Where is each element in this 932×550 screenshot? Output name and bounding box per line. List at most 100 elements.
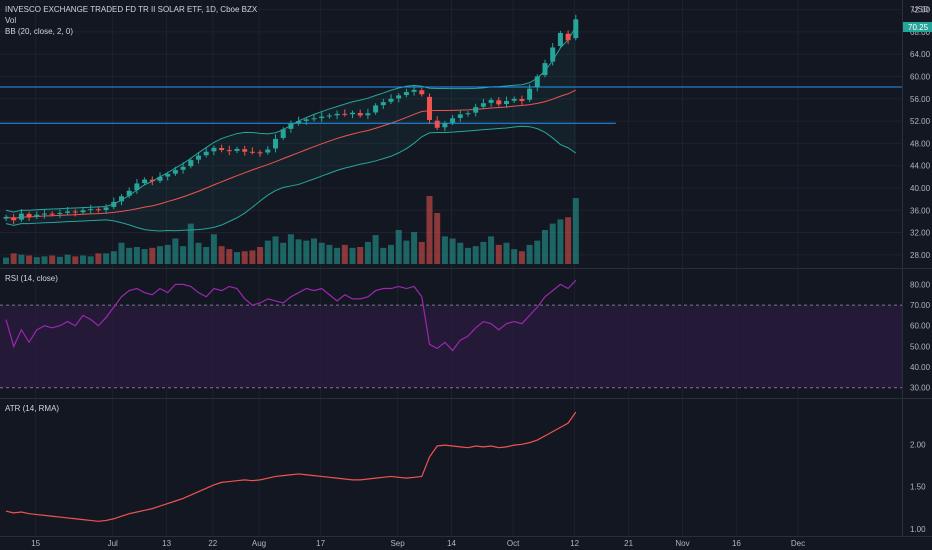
candle-body — [326, 115, 332, 117]
volume-bar — [33, 257, 40, 264]
volume-bar — [434, 213, 441, 264]
candle-body — [18, 213, 24, 220]
chart-title: INVESCO EXCHANGE TRADED FD TR II SOLAR E… — [5, 5, 258, 14]
candle-body — [26, 213, 32, 217]
volume-bar — [426, 196, 433, 264]
candle-body — [257, 152, 263, 154]
candle-body — [265, 149, 271, 153]
atr-axis[interactable]: 1.00 1.50 2.00 — [910, 440, 926, 534]
candle-body — [95, 209, 101, 211]
volume-bar — [249, 250, 256, 264]
volume-bar — [395, 230, 402, 264]
candle-body — [65, 211, 71, 213]
time-tick-label: 17 — [316, 539, 325, 548]
time-tick-label: 15 — [31, 539, 40, 548]
price-tick-label: 68.00 — [910, 28, 931, 37]
volume-bar — [311, 238, 317, 264]
time-tick-label: Sep — [390, 539, 405, 548]
volume-bar — [526, 244, 533, 264]
volume-bar — [441, 236, 448, 264]
candle-body — [211, 147, 217, 152]
volume-bar — [80, 255, 86, 264]
volume-bar — [465, 247, 471, 264]
time-tick-label: Aug — [252, 539, 266, 548]
candle-body — [519, 98, 525, 101]
candle-body — [280, 129, 286, 138]
candle-body — [249, 151, 255, 153]
candle-body — [450, 118, 456, 123]
time-tick-label: Dec — [791, 539, 805, 548]
volume-bar — [457, 242, 464, 264]
volume-bar — [287, 234, 294, 264]
volume-bar — [118, 242, 125, 264]
volume-bar — [518, 251, 525, 264]
candle-body — [296, 121, 302, 124]
volume-label: Vol — [5, 16, 16, 25]
rsi-line — [5, 279, 577, 352]
candle-body — [365, 113, 371, 116]
candle-body — [442, 123, 448, 128]
volume-bar — [372, 235, 379, 264]
volume-bar — [64, 254, 71, 264]
candle-body — [196, 155, 201, 160]
time-tick-label: 22 — [208, 539, 217, 548]
volume-bar — [195, 242, 202, 264]
rsi-tick-label: 50.00 — [910, 342, 931, 351]
volume-bar — [157, 246, 163, 264]
candle-body — [504, 100, 509, 105]
volume-bar — [49, 255, 56, 264]
candle-body — [373, 105, 379, 113]
volume-bar — [488, 236, 495, 264]
volume-bar — [126, 247, 133, 264]
price-tick-label: 36.00 — [910, 206, 931, 215]
candle-body — [303, 119, 309, 121]
candle-body — [334, 113, 340, 116]
price-axis[interactable]: 28.00 32.00 36.00 40.00 44.00 48.00 52.00 56.00… — [910, 6, 931, 260]
volume-bar — [203, 247, 210, 264]
candle-body — [103, 207, 109, 210]
rsi-tick-label: 80.00 — [910, 280, 931, 289]
volume-bar — [503, 242, 510, 264]
volume-bar — [218, 246, 225, 264]
time-tick-label: Oct — [507, 539, 520, 548]
candle-body — [42, 213, 47, 215]
price-tick-label: 28.00 — [910, 251, 931, 260]
rsi-tick-label: 30.00 — [910, 384, 931, 393]
candle-body — [157, 176, 163, 181]
volume-bar — [495, 244, 502, 264]
volume-bar — [380, 247, 387, 264]
candle-body — [311, 118, 317, 120]
volume-bar — [141, 249, 148, 264]
candle-body — [180, 166, 186, 170]
volume-bar — [257, 247, 264, 264]
rsi-label: RSI (14, close) — [5, 274, 58, 283]
candle-body — [226, 150, 232, 152]
volume-layer — [3, 196, 579, 264]
volume-bar — [341, 244, 348, 264]
time-axis[interactable]: 15 Jul 13 22 Aug 17 Sep 14 Oct 12 21 Nov 16 Dec — [31, 539, 805, 548]
candle-body — [527, 88, 533, 100]
volume-bar — [357, 247, 364, 264]
horizontal-lines-layer — [0, 86, 902, 124]
bb-lower-line — [5, 125, 577, 232]
volume-bar — [303, 240, 310, 264]
candle-body — [480, 103, 486, 107]
volume-bar — [180, 246, 187, 264]
rsi-axis[interactable]: 30.00 40.00 50.00 60.00 70.00 80.00 — [910, 280, 931, 392]
atr-tick-label: 1.50 — [910, 483, 926, 492]
price-tick-label: 56.00 — [910, 95, 931, 104]
candle-body — [273, 138, 278, 149]
volume-bar — [534, 240, 541, 264]
volume-bar — [557, 219, 564, 264]
price-tick-label: 72.00 — [910, 6, 931, 15]
time-tick-label: 16 — [732, 539, 741, 548]
candle-body — [550, 47, 556, 62]
time-tick-label: 14 — [447, 539, 456, 548]
volume-bar — [241, 251, 248, 264]
volume-bar — [565, 217, 572, 264]
volume-bar — [133, 247, 140, 264]
volume-bar — [56, 256, 63, 264]
last-price-tag — [903, 22, 932, 32]
